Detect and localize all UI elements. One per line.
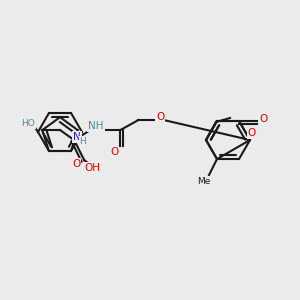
Text: NH: NH	[88, 121, 104, 131]
Text: O: O	[72, 159, 80, 169]
Text: HO: HO	[21, 119, 35, 128]
Text: Me: Me	[197, 177, 211, 186]
Text: O: O	[110, 147, 118, 157]
Text: O: O	[248, 128, 256, 138]
Text: O: O	[260, 114, 268, 124]
Text: H: H	[80, 136, 86, 146]
Text: OH: OH	[84, 163, 100, 173]
Text: N: N	[73, 132, 81, 142]
Text: O: O	[156, 112, 164, 122]
